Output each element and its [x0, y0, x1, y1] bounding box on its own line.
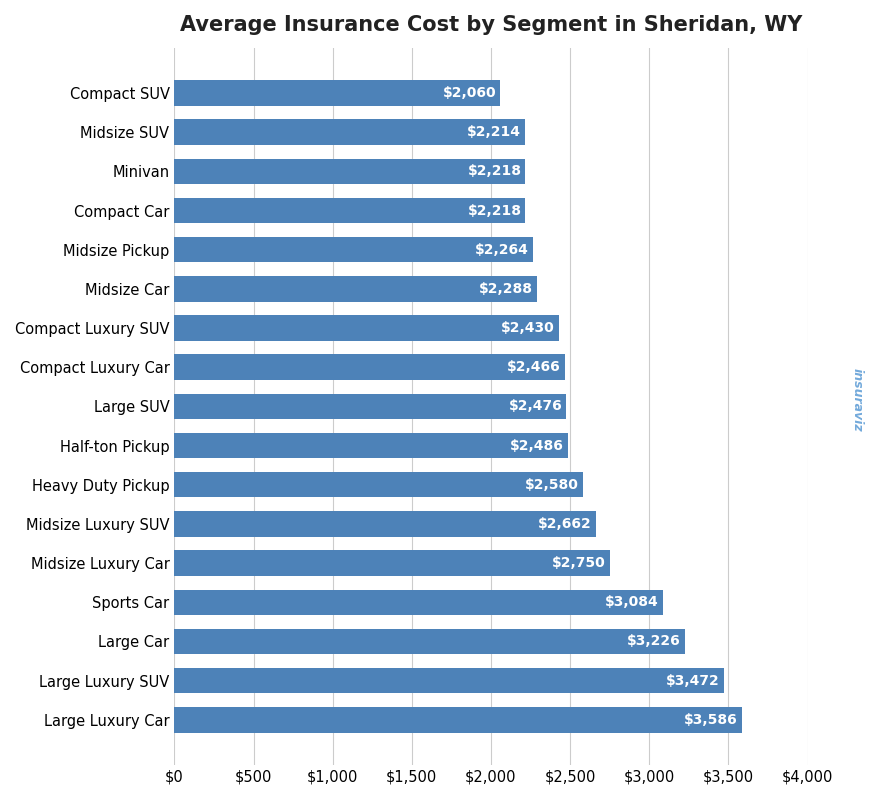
Text: $3,472: $3,472	[666, 674, 720, 688]
Bar	[174, 315, 559, 341]
Bar	[174, 119, 524, 145]
Text: insuraviz: insuraviz	[850, 368, 862, 432]
Bar	[174, 433, 567, 458]
Text: $2,750: $2,750	[551, 556, 605, 570]
Bar	[174, 707, 741, 733]
Bar	[174, 668, 723, 694]
Text: $2,476: $2,476	[508, 399, 561, 414]
Text: $2,060: $2,060	[442, 86, 496, 100]
Text: $2,580: $2,580	[524, 478, 578, 492]
Bar	[174, 80, 500, 106]
Bar	[174, 276, 536, 302]
Bar	[174, 550, 609, 576]
Bar	[174, 511, 595, 537]
Text: $2,486: $2,486	[509, 438, 563, 453]
Bar	[174, 237, 532, 262]
Text: $2,218: $2,218	[467, 203, 521, 218]
Text: $2,218: $2,218	[467, 164, 521, 178]
Bar	[174, 590, 662, 615]
Bar	[174, 354, 564, 380]
Bar	[174, 158, 525, 184]
Bar	[174, 472, 582, 498]
Text: $2,214: $2,214	[467, 125, 521, 139]
Text: $3,084: $3,084	[604, 595, 658, 610]
Text: $2,430: $2,430	[501, 321, 554, 335]
Text: $2,288: $2,288	[478, 282, 532, 296]
Text: $2,264: $2,264	[474, 242, 528, 257]
Text: $3,586: $3,586	[684, 713, 737, 726]
Bar	[174, 198, 525, 223]
Bar	[174, 629, 684, 654]
Title: Average Insurance Cost by Segment in Sheridan, WY: Average Insurance Cost by Segment in She…	[180, 15, 801, 35]
Text: $2,466: $2,466	[507, 360, 561, 374]
Text: $3,226: $3,226	[627, 634, 680, 649]
Bar	[174, 394, 566, 419]
Text: $2,662: $2,662	[537, 517, 591, 531]
